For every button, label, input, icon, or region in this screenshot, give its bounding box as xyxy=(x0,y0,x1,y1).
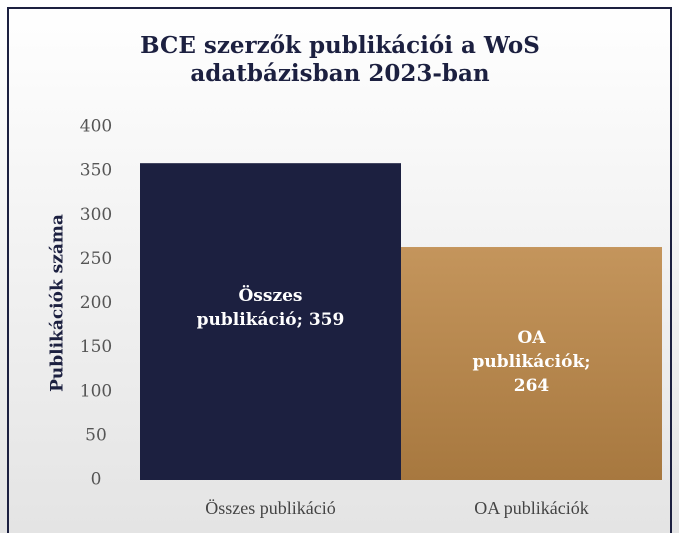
bar xyxy=(401,247,662,480)
y-tick-label: 250 xyxy=(80,249,112,269)
y-tick-label: 400 xyxy=(80,117,112,137)
y-tick-label: 350 xyxy=(80,161,112,181)
y-axis-label: Publikációk száma xyxy=(48,214,68,392)
y-tick-label: 300 xyxy=(80,205,112,225)
bar xyxy=(140,163,401,480)
frame xyxy=(7,7,672,533)
x-tick-label: OA publikációk xyxy=(474,498,589,518)
y-tick-label: 50 xyxy=(85,425,107,445)
data-label-box: OA publikációk; 264 xyxy=(472,327,591,396)
x-tick-label: Összes publikáció xyxy=(205,498,335,518)
data-label: Összes publikáció; 359 xyxy=(196,285,345,330)
data-label: OA publikációk; 264 xyxy=(472,327,591,396)
title-box: BCE szerzők publikációi a WoS adatbázisb… xyxy=(140,32,540,87)
y-tick-label: 100 xyxy=(80,381,112,401)
data-label-box: Összes publikáció; 359 xyxy=(196,285,345,330)
y-tick-label: 0 xyxy=(91,470,102,490)
chart-title: BCE szerzők publikációi a WoS adatbázisb… xyxy=(140,32,540,87)
y-tick-label: 200 xyxy=(80,293,112,313)
y-tick-label: 150 xyxy=(80,337,112,357)
